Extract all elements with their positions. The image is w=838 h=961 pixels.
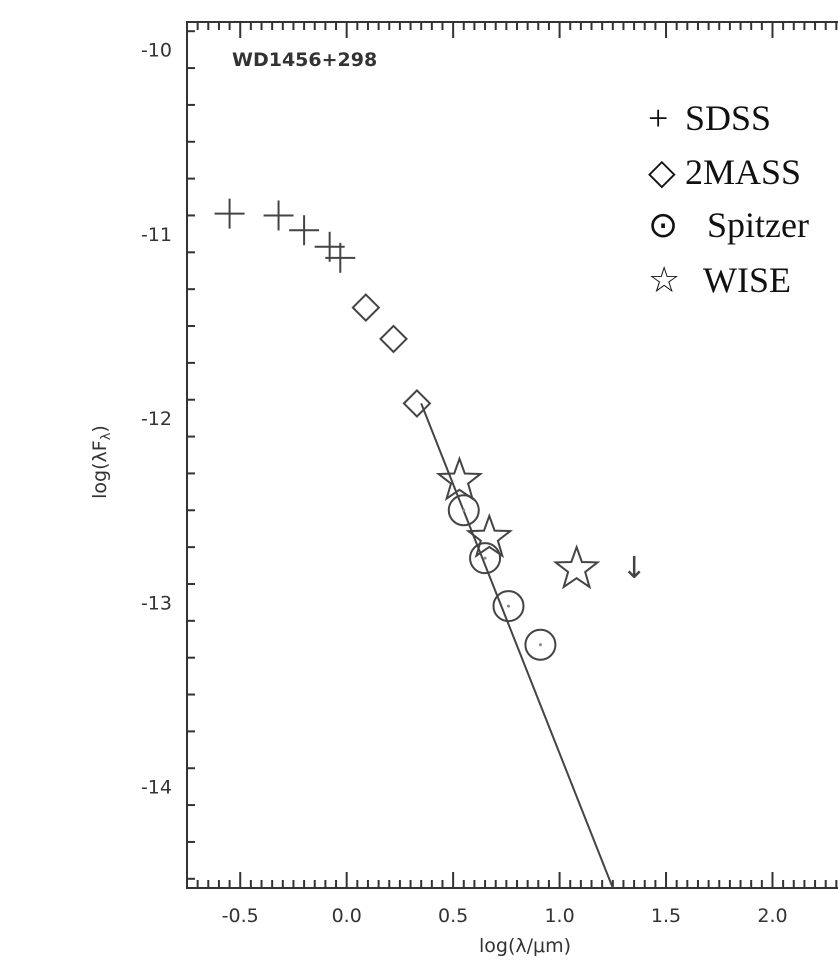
point-sdss [214,198,245,229]
point-spitzer-dot [462,508,466,512]
y-axis-label-sub: λ [99,432,114,440]
y-tick-label: -10 [141,40,172,62]
y-tick-label: -13 [141,592,172,614]
legend-label-spitzer: Spitzer [707,205,809,245]
point-2mass [379,324,408,354]
y-axis-label-close: ) [89,425,111,432]
x-tick-label: 0.0 [332,905,362,927]
y-tick-label: -11 [141,224,172,246]
model-line [420,403,614,889]
point-wise [552,544,601,590]
y-axis-label: log(λFλ) [89,425,114,499]
down-arrow-icon: ↓ [622,551,647,586]
point-spitzer [524,628,557,661]
point-spitzer-dot [506,604,510,608]
legend-label-wise: WISE [703,260,791,300]
y-tick-label: -12 [141,408,172,430]
point-spitzer [492,590,525,623]
legend-entry-spitzer: ⊙ Spitzer [648,205,809,245]
legend-marker-plus-icon: + [648,98,668,138]
point-wise [465,512,513,559]
axis-ticks [186,22,838,888]
model-line-segment [420,403,614,889]
point-2mass [402,388,432,418]
y-tick-label: -14 [141,777,172,799]
x-tick-label: 0.5 [438,905,468,927]
legend-marker-circle-icon: ⊙ [648,205,678,245]
legend-entry-wise: ☆ WISE [648,260,791,300]
point-sdss [325,242,356,273]
x-tick-label: -0.5 [222,905,259,927]
y-tick-labels: -10 -11 -12 -13 -14 [141,40,172,799]
point-spitzer [469,542,502,575]
legend-entry-2mass: ◇ 2MASS [648,152,801,192]
point-wise [435,455,484,502]
point-spitzer-ring [447,494,480,527]
legend-marker-diamond-icon: ◇ [648,152,676,192]
legend-label-sdss: SDSS [685,98,771,138]
point-spitzer-ring [524,628,557,661]
point-spitzer-ring [469,542,502,575]
x-tick-label: 1.5 [651,905,681,927]
data-markers [214,198,601,661]
x-tick-label: 2.0 [757,905,787,927]
legend-marker-star-icon: ☆ [648,260,680,300]
legend-label-2mass: 2MASS [685,152,801,192]
upper-limit-arrow: ↓ [622,551,647,586]
x-tick-label: 1.0 [544,905,574,927]
point-spitzer-ring [492,590,525,623]
legend-entry-sdss: + SDSS [648,98,771,138]
x-tick-labels: -0.5 0.0 0.5 1.0 1.5 2.0 [222,905,788,927]
point-spitzer-dot [538,643,542,647]
object-label: WD1456+298 [232,49,377,71]
point-sdss [289,215,320,246]
legend: + SDSS ◇ 2MASS ⊙ Spitzer ☆ WISE [648,98,809,300]
point-spitzer [447,494,480,527]
point-sdss [263,200,294,231]
x-axis-label: log(λ/μm) [479,935,571,957]
point-spitzer-dot [483,556,487,560]
point-2mass [351,293,381,323]
